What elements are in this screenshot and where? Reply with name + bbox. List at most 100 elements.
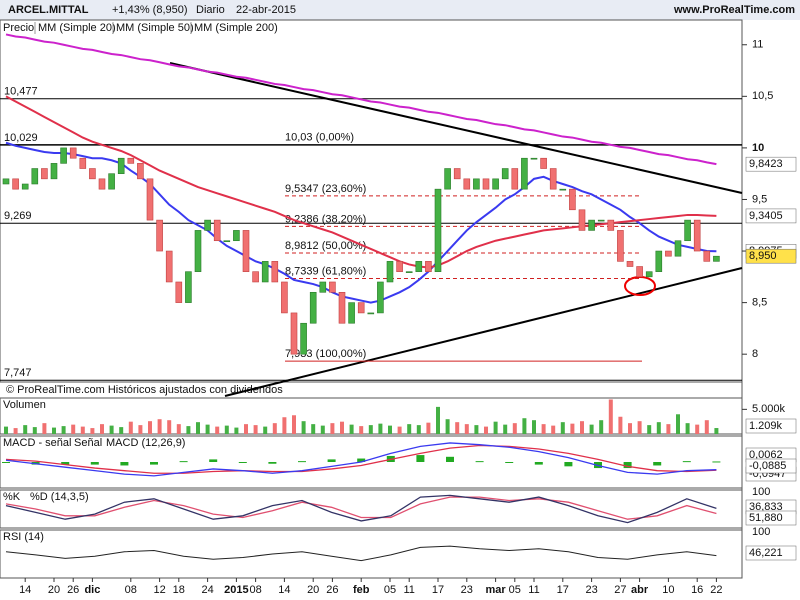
last-value-label: 1.209k [749, 420, 783, 432]
volume-bar [532, 420, 536, 434]
volume-bar [196, 422, 200, 434]
volume-bar [464, 424, 469, 434]
last-value-label: 51,880 [749, 512, 783, 524]
volume-bar [244, 424, 248, 434]
macd-histogram [623, 462, 632, 469]
candle [261, 261, 269, 283]
volume-bar [436, 406, 440, 434]
x-tick-label: 18 [173, 584, 185, 596]
legend-entry: MM (Simple 50) [116, 22, 194, 34]
volume-bar [272, 423, 277, 434]
candle [319, 281, 327, 293]
volume-bar [388, 425, 392, 434]
volume-bar [109, 425, 114, 434]
candle [309, 291, 317, 324]
level-label: 7,747 [4, 367, 32, 379]
volume-bar [541, 424, 546, 434]
candle [453, 168, 461, 180]
volume-bar [234, 427, 239, 434]
last-value-label: 46,221 [749, 547, 783, 559]
candle [530, 157, 538, 160]
volume-bar [128, 421, 133, 434]
x-tick-label: 14 [278, 584, 290, 596]
candle [703, 250, 711, 262]
y-tick-label: 8,5 [752, 297, 767, 309]
candle [367, 312, 375, 315]
candle [156, 219, 163, 252]
volume-bar [695, 424, 700, 434]
rsi-panel [0, 529, 743, 579]
macd-histogram [564, 462, 573, 467]
candle [60, 147, 67, 164]
candle [540, 157, 547, 169]
candle [300, 322, 307, 355]
candle [185, 271, 192, 303]
candle [50, 163, 58, 180]
period: Diario [196, 4, 225, 16]
macd-panel [0, 435, 743, 489]
last-value-label-box [745, 156, 797, 172]
macd-histogram [475, 461, 484, 463]
x-tick-label: 05 [509, 584, 521, 596]
volume-bar [599, 420, 604, 434]
candle [511, 168, 519, 190]
candle [338, 291, 346, 324]
volume-bar [503, 424, 508, 434]
macd-histogram [446, 456, 454, 462]
candle [213, 219, 221, 242]
y-tick-label: 10 [752, 142, 764, 154]
macd-histogram [120, 462, 129, 466]
candle [31, 168, 39, 185]
volume-bar [656, 422, 661, 434]
candle [165, 250, 173, 283]
candle [693, 219, 701, 252]
volume-bar [378, 423, 383, 434]
candle [569, 188, 576, 211]
fib-label: 9,5347 (23,60%) [285, 183, 366, 195]
macd-histogram [327, 459, 336, 462]
candle [329, 281, 336, 293]
legend-entry: MM (Simple 20) [38, 22, 116, 34]
volume-bar [282, 417, 287, 434]
last-value-label: 36,833 [749, 501, 783, 513]
volume-bar [80, 426, 85, 434]
header-bar [0, 0, 800, 20]
candle [348, 302, 355, 324]
panel-legend: %D (14,3,5) [30, 491, 89, 503]
panel-legend: %K [3, 491, 21, 503]
volume-bar [148, 421, 152, 434]
candle [492, 178, 499, 190]
candle [204, 219, 211, 231]
date: 22-abr-2015 [236, 4, 296, 16]
x-tick-label: 24 [201, 584, 213, 596]
volume-bar [186, 426, 191, 434]
x-tick-label: abr [631, 584, 649, 596]
x-tick-label: 26 [326, 584, 338, 596]
candle [578, 209, 586, 231]
macd-line [5, 442, 717, 477]
macd-histogram [150, 462, 158, 465]
candle [290, 312, 298, 355]
candle [665, 250, 672, 257]
candle [713, 255, 720, 262]
stochastic-panel [0, 489, 743, 529]
panel-legend: Volumen [3, 399, 46, 411]
level-label: 9,269 [4, 210, 32, 222]
volume-bar [311, 424, 316, 434]
last-value-label-box [745, 510, 797, 526]
candle [549, 168, 557, 190]
x-tick-label: mar [486, 584, 507, 596]
volume-bar [484, 426, 488, 434]
volume-bar [100, 424, 104, 434]
y-tick-label: 11 [752, 39, 763, 51]
last-value-label: 0,0062 [749, 449, 783, 461]
candle [69, 147, 77, 159]
volume-bar [52, 427, 56, 434]
macd-histogram [179, 461, 188, 463]
volume-bar [551, 425, 556, 434]
volume-bar [522, 418, 527, 434]
fib-label: 9,2386 (38,20%) [285, 213, 366, 225]
volume-bar [292, 415, 296, 434]
